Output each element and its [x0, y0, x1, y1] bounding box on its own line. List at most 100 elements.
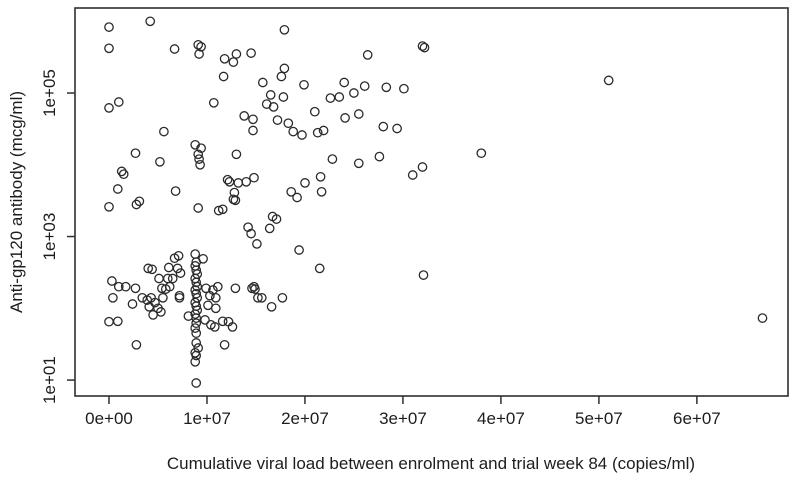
data-point	[300, 178, 310, 188]
data-point	[603, 75, 614, 86]
data-point	[193, 203, 204, 213]
data-point	[239, 111, 250, 121]
data-point	[190, 356, 201, 367]
data-point	[174, 290, 185, 301]
x-tick-label: 4e+07	[477, 409, 525, 428]
data-point	[112, 184, 123, 194]
data-point	[309, 106, 320, 117]
data-point	[190, 309, 201, 319]
data-point	[378, 121, 389, 132]
data-point	[212, 281, 223, 292]
data-point	[392, 123, 402, 134]
data-point	[108, 292, 118, 303]
data-point	[417, 41, 428, 51]
data-point	[292, 192, 302, 203]
data-point	[327, 154, 338, 164]
x-axis: 0e+00 1e+07 2e+07 3e+07 4e+07 5e+07 6e+07	[85, 396, 721, 428]
data-point	[219, 53, 230, 64]
data-point	[113, 97, 124, 107]
data-point	[288, 126, 299, 137]
data-point	[407, 170, 418, 180]
data-point	[191, 378, 202, 388]
data-point	[283, 118, 294, 129]
y-axis: 1e+01 1e+03 1e+05	[40, 69, 75, 404]
data-point	[277, 292, 288, 303]
data-point	[230, 283, 241, 294]
data-point	[757, 313, 768, 323]
data-point	[353, 109, 364, 119]
data-point	[137, 292, 148, 303]
data-point	[191, 318, 202, 329]
data-point	[195, 159, 205, 170]
data-point	[279, 63, 290, 74]
data-point	[252, 239, 262, 249]
data-point	[173, 250, 184, 261]
data-point	[191, 328, 202, 339]
data-point	[312, 127, 323, 138]
data-point	[241, 176, 252, 187]
data-point	[191, 338, 202, 348]
data-point	[419, 42, 430, 53]
data-point	[233, 178, 244, 188]
data-point	[249, 281, 259, 292]
data-point	[131, 339, 142, 350]
data-point	[264, 223, 275, 234]
data-point	[208, 97, 219, 108]
data-point	[193, 39, 204, 50]
data-point	[130, 283, 141, 294]
data-point	[294, 245, 304, 255]
data-point	[325, 93, 336, 103]
data-point	[417, 162, 428, 172]
data-point	[130, 148, 141, 159]
data-point	[217, 316, 228, 327]
data-point	[249, 172, 259, 183]
data-point	[104, 22, 114, 32]
data-point	[104, 316, 114, 327]
x-tick-label: 1e+07	[183, 409, 231, 428]
data-point	[349, 88, 359, 98]
data-point	[272, 115, 283, 125]
data-point	[155, 156, 165, 167]
data-point	[160, 284, 171, 294]
data-point	[127, 299, 138, 309]
data-point	[113, 281, 124, 292]
data-point	[362, 50, 373, 60]
data-point	[334, 92, 345, 102]
data-point	[183, 311, 194, 321]
data-point	[257, 77, 268, 88]
data-point	[381, 82, 392, 93]
data-point	[210, 292, 221, 303]
data-point	[286, 186, 297, 197]
data-point	[159, 126, 169, 137]
data-point	[196, 41, 206, 52]
data-point	[276, 71, 287, 82]
data-point	[201, 283, 211, 294]
data-point	[116, 166, 127, 177]
data-point	[399, 83, 409, 94]
data-point	[163, 262, 174, 273]
data-point	[194, 49, 204, 59]
data-point	[315, 171, 326, 182]
data-point	[476, 148, 487, 159]
data-point	[231, 149, 242, 160]
data-point	[374, 151, 385, 162]
data-point	[243, 222, 253, 233]
data-point	[190, 249, 201, 259]
data-point	[145, 16, 156, 27]
data-point	[253, 292, 263, 303]
data-point	[222, 174, 233, 185]
data-point	[227, 322, 238, 332]
data-point	[299, 79, 309, 90]
data-point	[297, 130, 307, 140]
data-point	[217, 204, 228, 215]
data-point	[224, 176, 235, 187]
x-tick-label: 5e+07	[575, 409, 623, 428]
data-point	[191, 277, 202, 288]
data-point	[418, 270, 429, 280]
data-point	[148, 310, 158, 320]
data-point	[353, 158, 364, 169]
data-point	[170, 186, 181, 196]
data-point	[193, 149, 204, 160]
data-point	[209, 322, 220, 332]
